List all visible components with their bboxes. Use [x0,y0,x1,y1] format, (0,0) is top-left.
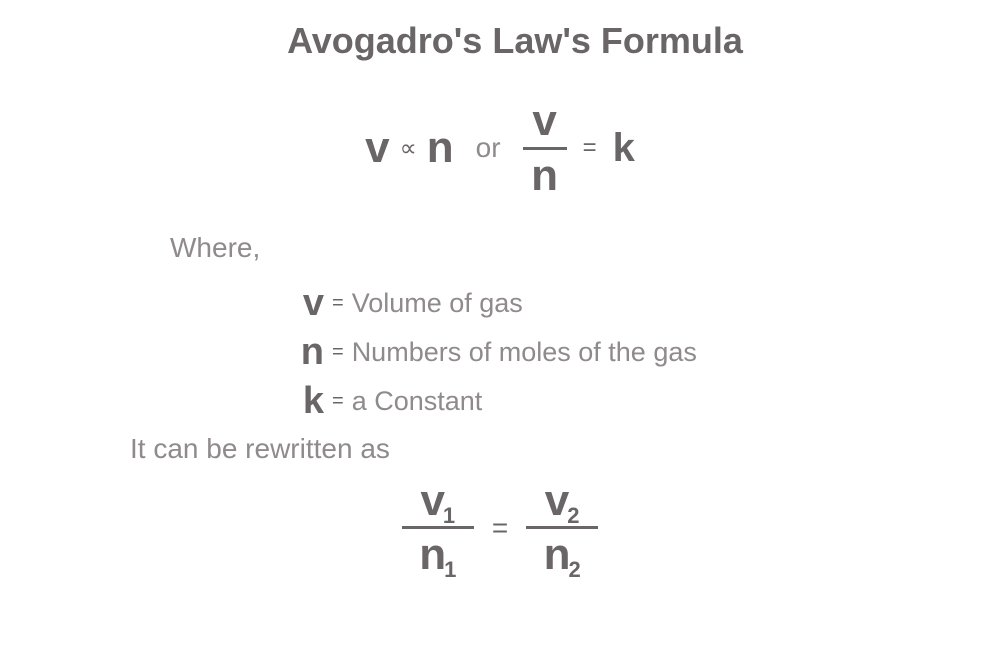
variable-v: v [420,476,444,525]
page-title: Avogadro's Law's Formula [120,20,910,62]
def-variable: v [290,282,324,325]
variable-n: n [427,123,454,173]
variable-v: v [365,123,389,173]
where-label: Where, [170,232,910,264]
fraction-bar [402,526,474,529]
equals-sign: = [492,512,508,544]
formula-card: Avogadro's Law's Formula v ∝ n or v n = … [0,0,1000,579]
definition-row: v = Volume of gas [290,282,910,325]
subscript-2: 2 [568,557,580,582]
fraction-bar [526,526,598,529]
equals-sign: = [332,390,344,413]
subscript-1: 1 [444,557,456,582]
equals-sign: = [332,341,344,364]
fraction-denominator: n [531,152,558,200]
def-variable: n [290,331,324,374]
fraction-numerator: v1 [420,477,455,525]
variable-n: n [544,530,571,579]
or-label: or [476,132,501,164]
fraction-v2-n2: v2 n2 [526,477,598,580]
variable-v: v [545,476,569,525]
proportional-symbol: ∝ [400,134,417,163]
subscript-1: 1 [443,503,455,528]
fraction-denominator: n2 [544,531,581,579]
fraction-numerator: v [532,97,556,145]
fraction-v-over-n: v n [523,97,567,200]
def-variable: k [290,380,324,423]
fraction-denominator: n1 [419,531,456,579]
definition-row: k = a Constant [290,380,910,423]
primary-formula: v ∝ n or v n = k [90,97,910,200]
variable-n: n [419,530,446,579]
secondary-formula: v1 n1 = v2 n2 [90,477,910,580]
fraction-numerator: v2 [545,477,580,525]
equals-sign: = [583,134,597,162]
definitions-list: v = Volume of gas n = Numbers of moles o… [290,282,910,423]
definition-row: n = Numbers of moles of the gas [290,331,910,374]
fraction-v1-n1: v1 n1 [402,477,474,580]
subscript-2: 2 [567,503,579,528]
variable-k: k [613,126,635,171]
rewrite-label: It can be rewritten as [130,433,910,465]
def-description: Volume of gas [352,288,523,319]
fraction-bar [523,147,567,150]
def-description: Numbers of moles of the gas [352,337,697,368]
def-description: a Constant [352,386,483,417]
equals-sign: = [332,292,344,315]
